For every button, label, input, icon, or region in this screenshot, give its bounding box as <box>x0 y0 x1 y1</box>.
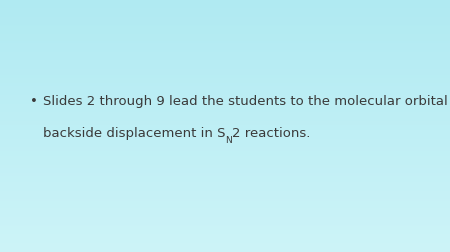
Text: N: N <box>225 135 232 144</box>
Text: backside displacement in S: backside displacement in S <box>43 126 225 139</box>
Text: Slides 2 through 9 lead the students to the molecular orbital argument for: Slides 2 through 9 lead the students to … <box>43 94 450 107</box>
Text: •: • <box>30 94 38 107</box>
Text: 2 reactions.: 2 reactions. <box>232 126 310 139</box>
